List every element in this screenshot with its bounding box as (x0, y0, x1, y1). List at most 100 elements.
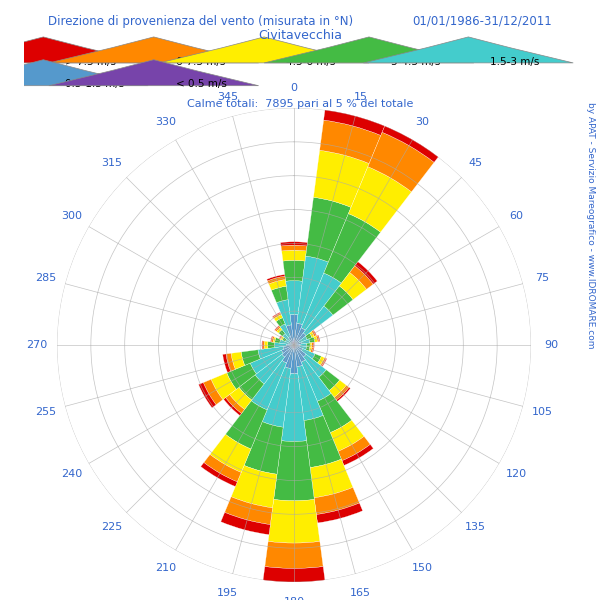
Bar (317, 394, 352, 433)
Polygon shape (364, 37, 573, 63)
Bar (267, 275, 285, 281)
Bar (255, 354, 285, 384)
Bar (295, 342, 302, 345)
Bar (262, 367, 291, 427)
Bar (281, 374, 307, 442)
Bar (295, 346, 302, 350)
Bar (277, 328, 282, 333)
Bar (271, 336, 274, 342)
Bar (319, 370, 340, 391)
Bar (286, 281, 302, 315)
Bar (274, 440, 314, 501)
Bar (282, 346, 293, 357)
Bar (265, 541, 323, 568)
Bar (313, 151, 369, 208)
Bar (273, 313, 281, 319)
Bar (239, 375, 264, 400)
Bar (292, 345, 294, 347)
Bar (275, 338, 281, 343)
Text: 1.5-3 m/s: 1.5-3 m/s (490, 56, 540, 67)
Bar (322, 358, 327, 367)
Bar (293, 345, 294, 349)
Bar (305, 333, 312, 340)
Bar (281, 336, 284, 340)
Bar (285, 348, 293, 368)
Bar (313, 343, 314, 347)
Bar (312, 347, 314, 353)
Text: Civitavecchia: Civitavecchia (258, 29, 342, 42)
Bar (292, 345, 294, 346)
Bar (280, 336, 283, 340)
Bar (382, 109, 449, 163)
Bar (309, 347, 311, 352)
Bar (312, 354, 322, 363)
Text: < 0.5 m/s: < 0.5 m/s (176, 79, 227, 89)
Bar (301, 360, 331, 401)
Bar (226, 394, 245, 413)
Bar (227, 363, 256, 389)
Text: Calme totali:  7895 pari al 5 % del totale: Calme totali: 7895 pari al 5 % del total… (187, 99, 413, 109)
Bar (300, 343, 307, 347)
Bar (294, 345, 295, 347)
Text: 0.5-1.5 m/s: 0.5-1.5 m/s (65, 79, 125, 89)
Bar (280, 340, 289, 344)
Text: 3-4.5 m/s: 3-4.5 m/s (391, 56, 440, 67)
Bar (283, 260, 305, 281)
Bar (275, 326, 281, 332)
Bar (317, 356, 325, 365)
Bar (268, 499, 320, 543)
Bar (223, 354, 230, 373)
Bar (273, 337, 276, 343)
Bar (294, 344, 295, 345)
Bar (317, 335, 320, 341)
Bar (330, 420, 364, 451)
Bar (293, 340, 295, 345)
Bar (263, 341, 265, 349)
Polygon shape (159, 37, 369, 63)
Bar (299, 336, 307, 343)
Bar (324, 214, 380, 283)
Polygon shape (0, 37, 148, 63)
Bar (349, 167, 412, 232)
Bar (293, 344, 294, 345)
Bar (295, 341, 299, 344)
Bar (314, 487, 359, 515)
Bar (306, 197, 351, 262)
Bar (323, 100, 389, 136)
Bar (342, 445, 373, 466)
Bar (313, 330, 317, 336)
Bar (295, 346, 305, 362)
Bar (272, 312, 281, 317)
Bar (311, 331, 316, 337)
Bar (295, 346, 306, 357)
Bar (279, 335, 282, 339)
Bar (289, 337, 293, 344)
Bar (301, 349, 315, 359)
Bar (223, 398, 241, 416)
Bar (310, 347, 313, 352)
Bar (283, 334, 290, 341)
Bar (201, 463, 238, 487)
Bar (338, 436, 370, 461)
Bar (281, 245, 307, 251)
Bar (281, 250, 307, 261)
Bar (293, 345, 294, 346)
Bar (226, 353, 235, 371)
Bar (210, 434, 251, 472)
Bar (280, 324, 290, 338)
Bar (231, 352, 245, 369)
Bar (269, 280, 286, 290)
Bar (297, 256, 328, 325)
Bar (271, 336, 273, 342)
Bar (368, 132, 434, 192)
Bar (211, 373, 236, 400)
Bar (276, 317, 285, 327)
Bar (316, 335, 319, 342)
Bar (290, 314, 298, 340)
Bar (301, 273, 341, 330)
Bar (251, 361, 287, 410)
Bar (282, 337, 287, 341)
Bar (203, 379, 223, 405)
Bar (309, 337, 315, 343)
Bar (281, 242, 307, 246)
